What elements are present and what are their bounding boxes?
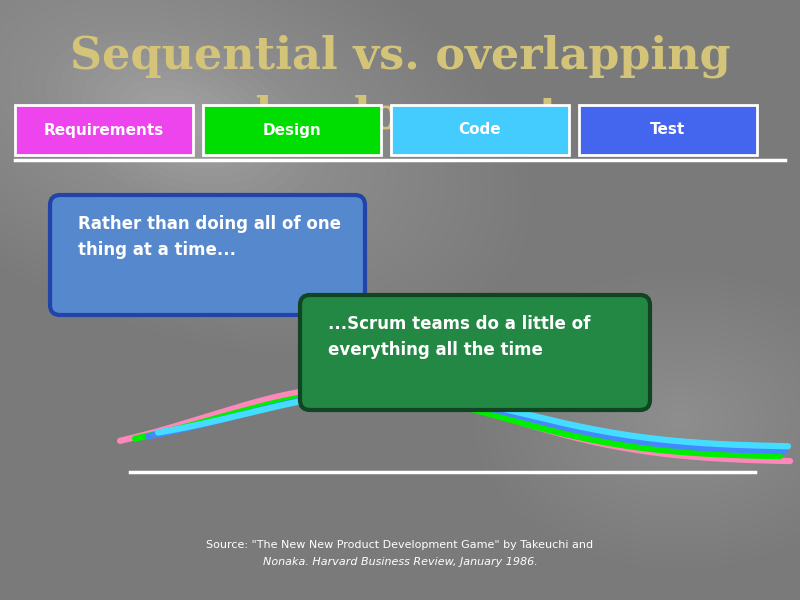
- Text: Rather than doing all of one
thing at a time...: Rather than doing all of one thing at a …: [78, 215, 341, 259]
- Text: Nonaka. Harvard Business Review, January 1986.: Nonaka. Harvard Business Review, January…: [262, 557, 538, 567]
- Text: Requirements: Requirements: [44, 122, 164, 137]
- FancyBboxPatch shape: [579, 105, 757, 155]
- FancyBboxPatch shape: [50, 195, 365, 315]
- FancyBboxPatch shape: [203, 105, 381, 155]
- Text: Source: "The New New Product Development Game" by Takeuchi and: Source: "The New New Product Development…: [206, 540, 594, 550]
- Text: ...Scrum teams do a little of
everything all the time: ...Scrum teams do a little of everything…: [328, 315, 590, 359]
- FancyBboxPatch shape: [391, 105, 569, 155]
- FancyBboxPatch shape: [300, 295, 650, 410]
- Text: Code: Code: [458, 122, 502, 137]
- Text: development: development: [240, 95, 560, 138]
- Text: Design: Design: [262, 122, 322, 137]
- FancyBboxPatch shape: [15, 105, 193, 155]
- Text: Sequential vs. overlapping: Sequential vs. overlapping: [70, 35, 730, 79]
- Text: Test: Test: [650, 122, 686, 137]
